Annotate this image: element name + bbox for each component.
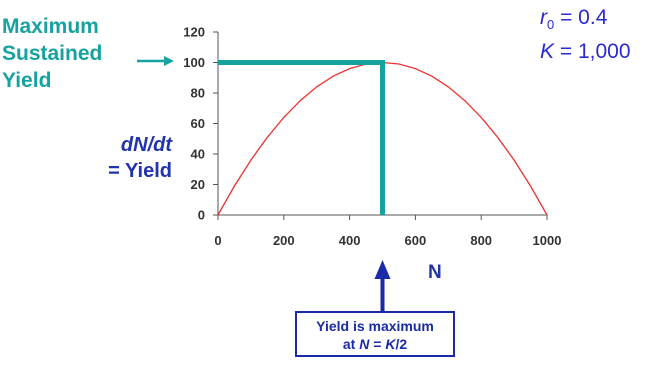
y-tick-label: 20 [191, 177, 205, 192]
y-label-line1: dN/dt [120, 134, 172, 156]
y-tick-label: 60 [191, 116, 205, 131]
y-tick-label: 0 [198, 208, 205, 223]
x-tick-label: 200 [273, 233, 295, 248]
r-subscript: 0 [547, 17, 555, 33]
y-axis-label: dN/dt = Yield [80, 132, 172, 184]
msy-markers [218, 60, 385, 215]
callout-k: K [385, 336, 396, 352]
parameter-box: r0 = 0.4 K = 1,000 [540, 4, 631, 65]
x-axis-label: N [428, 262, 442, 283]
y-tick-label: 100 [183, 55, 205, 70]
msy-line3: Yield [2, 69, 52, 92]
ticks: 0 200 400 600 800 1000 0 20 40 60 80 100 120 [183, 25, 561, 249]
r0-param: r0 = 0.4 [540, 4, 631, 38]
r-value: = 0.4 [560, 6, 608, 29]
callout-line2: at N = K/2 [297, 335, 453, 353]
x-tick-label: 0 [214, 233, 221, 248]
y-tick-label: 80 [191, 86, 205, 101]
msy-annotation: Maximum Sustained Yield [2, 13, 102, 94]
msy-line1: Maximum [2, 15, 99, 38]
k-value: = 1,000 [559, 40, 631, 64]
callout-prefix: at [342, 336, 360, 352]
callout-line1: Yield is maximum [316, 318, 434, 334]
msy-line2: Sustained [2, 42, 103, 65]
callout-mid: = [369, 336, 386, 352]
callout-suffix: /2 [395, 336, 408, 352]
y-tick-label: 40 [191, 147, 205, 162]
k-param: K = 1,000 [540, 38, 631, 65]
y-label-line2: = Yield [108, 160, 172, 182]
x-tick-label: 400 [339, 233, 361, 248]
callout-n: N [359, 336, 370, 352]
callout-arrow-head [374, 260, 391, 279]
y-tick-label: 120 [183, 25, 205, 40]
x-tick-label: 600 [405, 233, 427, 248]
x-tick-label: 1000 [533, 233, 562, 248]
callout-box: Yield is maximum at N = K/2 [295, 311, 455, 357]
x-tick-label: 800 [470, 233, 492, 248]
annotation-arrows [137, 56, 391, 311]
k-symbol: K [540, 40, 555, 64]
r-symbol: r [540, 6, 547, 29]
